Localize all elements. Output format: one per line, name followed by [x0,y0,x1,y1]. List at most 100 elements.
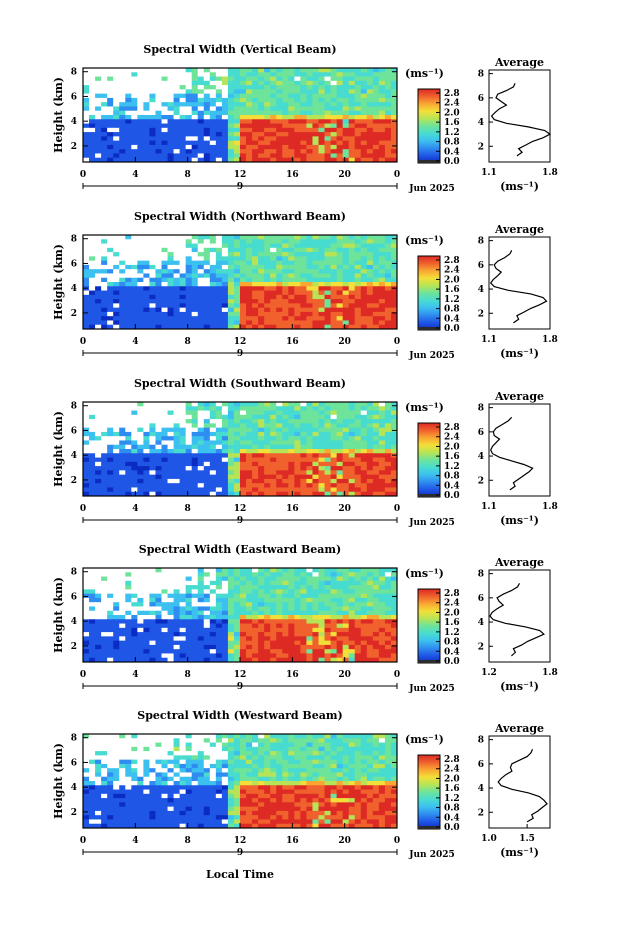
heatmap-cell [378,316,386,321]
heatmap-cell [336,449,344,454]
heatmap-cell [155,252,162,257]
profile-x-tick-label: 1.1 [481,168,497,178]
heatmap-cell [173,144,181,150]
heatmap-cell [83,110,90,116]
heatmap-cell [252,68,259,73]
heatmap-cell [107,623,114,629]
heatmap-cell [312,640,319,646]
heatmap-cell [246,572,253,577]
heatmap-cell [276,153,283,159]
heatmap-cell [342,93,350,99]
heatmap-cell [179,487,187,493]
heatmap-cell [300,491,307,497]
heatmap-cell [197,303,205,309]
heatmap-cell [197,115,205,120]
heatmap-cell [113,153,120,159]
heatmap-cell [324,97,331,103]
heatmap-cell [348,640,356,646]
heatmap-cell [252,89,259,95]
heatmap-cell [240,627,247,633]
heatmap-cell [161,290,168,296]
heatmap-cell [227,282,235,287]
heatmap-cell [240,568,247,573]
heatmap-cell [270,410,277,416]
heatmap-cell [113,410,120,416]
heatmap-cell [191,299,199,304]
heatmap-cell [306,580,313,586]
heatmap-cell [324,311,331,317]
heatmap-cell [95,627,102,633]
heatmap-cell [246,290,253,296]
heatmap-cell [390,580,398,586]
heatmap-cell [390,252,398,257]
heatmap-cell [143,606,150,612]
heatmap-cell [348,239,356,244]
colorbar [417,422,441,498]
heatmap-cell [378,461,386,467]
heatmap-cell [306,299,313,304]
heatmap-cell [366,593,374,599]
heatmap-cell [324,410,331,416]
heatmap-cell [107,252,114,257]
heatmap-cell [83,440,90,446]
heatmap-cell [330,80,338,86]
heatmap-cell [294,157,301,163]
heatmap-cell [185,106,193,112]
heatmap-cell [378,734,386,739]
heatmap-cell [306,123,313,129]
heatmap-cell [203,649,211,654]
heatmap-cell [215,461,223,467]
heatmap-cell [258,110,265,116]
heatmap-cell [101,260,108,266]
heatmap-cell [233,589,241,595]
heatmap-cell [300,140,307,146]
heatmap-cell [324,72,331,77]
heatmap-cell [113,466,120,471]
heatmap-cell [246,119,253,124]
heatmap-cell [306,273,313,279]
heatmap-cell [270,311,277,317]
heatmap-cell [258,593,265,599]
heatmap-cell [300,260,307,266]
heatmap-cell [318,449,325,454]
heatmap-cell [101,132,108,137]
heatmap-cell [191,247,199,253]
heatmap-cell [312,653,319,659]
heatmap-cell [318,80,325,86]
heatmap-cell [282,414,289,420]
heatmap-cell [294,260,301,266]
heatmap-cell [83,132,90,137]
heatmap-cell [318,632,325,637]
heatmap-cell [167,277,174,283]
heatmap-cell [215,115,223,120]
heatmap-cell [354,478,362,484]
heatmap-cell [312,106,319,112]
heatmap-cell [378,140,386,146]
heatmap-cell [149,294,156,300]
heatmap-cell [83,585,90,590]
heatmap-cell [107,470,114,476]
heatmap-cell [300,632,307,637]
heatmap-cell [101,410,108,416]
heatmap-cell [143,85,150,90]
heatmap-cell [233,644,241,650]
heatmap-cell [137,311,144,317]
heatmap-cell [95,470,102,476]
heatmap-cell [179,93,187,99]
heatmap-cell [209,68,217,73]
colorbar-tick-label: 1.2 [444,295,460,305]
heatmap-cell [366,644,374,650]
heatmap-cell [83,89,90,95]
heatmap-cell [360,311,368,317]
heatmap-cell [233,144,241,150]
heatmap-cell [252,414,259,420]
heatmap-cell [300,264,307,270]
heatmap-cell [318,282,325,287]
heatmap-cell [89,623,96,629]
heatmap-cell [270,615,277,620]
heatmap-cell [240,402,247,407]
x-tick-label: 4 [132,670,138,680]
heatmap-cell [288,606,295,612]
heatmap-cell [113,585,120,590]
heatmap-cell [83,140,90,146]
